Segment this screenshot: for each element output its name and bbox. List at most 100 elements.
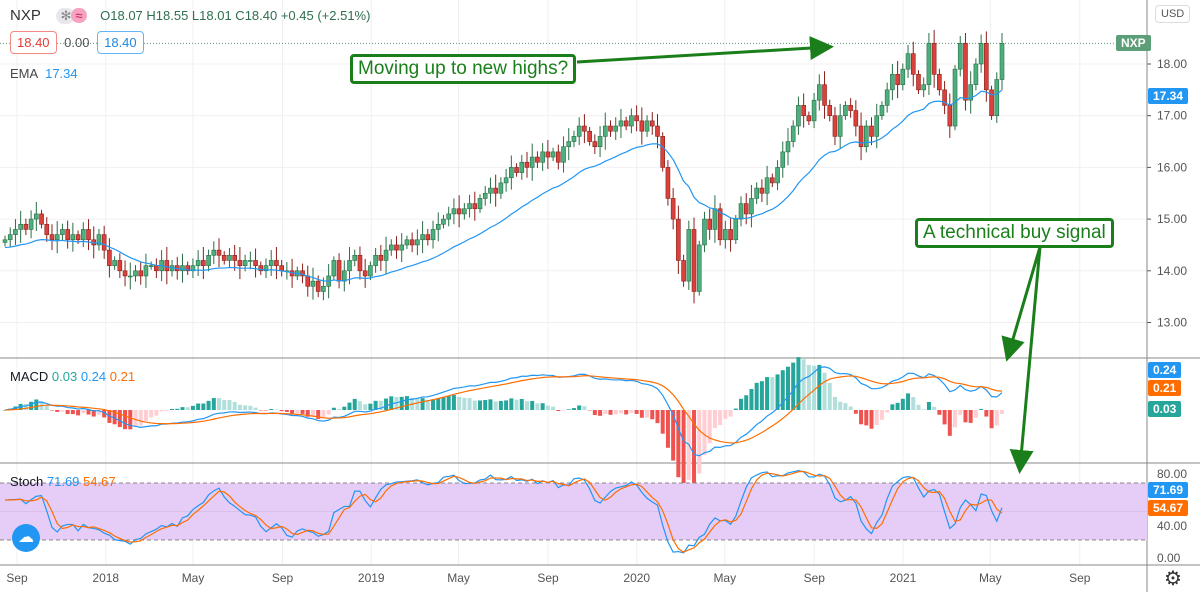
tradingview-logo-icon[interactable]: ☁ bbox=[12, 524, 40, 552]
candle-body bbox=[644, 120, 650, 132]
currency-label[interactable]: USD bbox=[1155, 5, 1191, 23]
macd-histogram-bar bbox=[848, 406, 853, 410]
macd-histogram-bar bbox=[598, 410, 603, 416]
candle-body bbox=[702, 218, 707, 246]
candle-body bbox=[138, 270, 144, 277]
symbol-tag: NXP bbox=[1116, 35, 1151, 51]
gear-icon[interactable]: ⚙ bbox=[1164, 568, 1182, 590]
macd-histogram-bar bbox=[117, 410, 122, 428]
macd-histogram-bar bbox=[806, 364, 811, 410]
macd-histogram-bar bbox=[488, 399, 493, 410]
candle-body bbox=[373, 254, 378, 266]
macd-histogram-bar bbox=[123, 410, 128, 430]
macd-histogram-bar bbox=[86, 410, 91, 415]
candle-body bbox=[634, 115, 639, 122]
macd-histogram-bar bbox=[582, 406, 587, 410]
stoch-d-line bbox=[4, 470, 1003, 553]
macd-histogram-bar bbox=[112, 410, 117, 425]
macd-histogram-bar bbox=[180, 407, 185, 410]
candle-body bbox=[321, 286, 326, 292]
asterisk-icon[interactable]: ✻ bbox=[56, 8, 76, 24]
candle-body bbox=[435, 223, 441, 230]
candle-body bbox=[822, 84, 827, 106]
macd-histogram-bar bbox=[363, 404, 368, 410]
macd-histogram-bar bbox=[384, 398, 389, 410]
candle-body bbox=[681, 260, 686, 282]
candle-body bbox=[472, 203, 478, 210]
time-tick-label: May bbox=[182, 571, 205, 585]
candle-body bbox=[874, 115, 880, 137]
macd-histogram-bar bbox=[681, 410, 686, 490]
macd-histogram-bar bbox=[96, 410, 101, 415]
annotation-new-highs[interactable]: Moving up to new highs? bbox=[350, 54, 577, 84]
candle-body bbox=[498, 182, 504, 194]
candle-body bbox=[879, 105, 885, 117]
macd-histogram-bar bbox=[921, 409, 926, 410]
candle-body bbox=[2, 239, 8, 243]
candle-body bbox=[107, 249, 112, 266]
macd-histogram-bar bbox=[973, 410, 978, 418]
candle-body bbox=[978, 43, 984, 65]
candle-body bbox=[221, 254, 227, 261]
candle-body bbox=[900, 68, 906, 85]
macd-histogram-bar bbox=[671, 410, 676, 461]
macd-histogram-bar bbox=[759, 381, 764, 410]
macd-histogram-bar bbox=[237, 404, 242, 410]
candle-body bbox=[352, 254, 358, 261]
macd-histogram-bar bbox=[472, 400, 477, 410]
candle-body bbox=[477, 198, 483, 210]
macd-histogram-bar bbox=[368, 403, 373, 410]
candle-body bbox=[728, 229, 733, 241]
macd-histogram-bar bbox=[154, 410, 159, 416]
macd-histogram-bar bbox=[655, 410, 660, 424]
macd-histogram-bar bbox=[420, 398, 425, 410]
time-tick-label: Sep bbox=[804, 571, 826, 585]
candle-body bbox=[201, 260, 206, 266]
candle-body bbox=[420, 234, 425, 241]
macd-histogram-bar bbox=[571, 408, 576, 410]
price-tick-label: 16.00 bbox=[1157, 160, 1187, 174]
time-tick-label: May bbox=[979, 571, 1002, 585]
wave-icon[interactable]: ≈ bbox=[71, 8, 87, 23]
price-tick-label: 14.00 bbox=[1157, 264, 1187, 278]
macd-histogram-bar bbox=[274, 409, 279, 410]
macd-histogram-bar bbox=[603, 410, 608, 414]
macd-histogram-bar bbox=[592, 410, 597, 416]
macd-histogram-bar bbox=[175, 408, 180, 410]
stoch-d-tag: 54.67 bbox=[1148, 500, 1189, 516]
candle-body bbox=[493, 187, 498, 194]
candle-body bbox=[707, 218, 712, 230]
candle-body bbox=[258, 265, 264, 272]
macd-histogram-bar bbox=[994, 410, 999, 426]
candle-body bbox=[248, 260, 253, 262]
macd-histogram-bar bbox=[514, 399, 519, 410]
candle-body bbox=[65, 229, 70, 241]
candle-body bbox=[143, 265, 149, 277]
macd-histogram-bar bbox=[733, 408, 738, 410]
candle-body bbox=[863, 125, 869, 148]
annotation-buy-signal[interactable]: A technical buy signal bbox=[915, 218, 1114, 248]
candle-body bbox=[895, 74, 900, 85]
macd-histogram-bar bbox=[1000, 410, 1004, 414]
macd-histogram-bar bbox=[561, 410, 566, 411]
sell-price-box[interactable]: 18.40 bbox=[10, 31, 57, 54]
macd-histogram-bar bbox=[44, 405, 49, 410]
macd-histogram-bar bbox=[493, 401, 498, 410]
macd-histogram-bar bbox=[942, 410, 947, 425]
macd-histogram-bar bbox=[357, 401, 362, 410]
macd-histogram-bar bbox=[222, 399, 227, 410]
macd-histogram-bar bbox=[822, 372, 827, 410]
macd-histogram-bar bbox=[170, 408, 175, 410]
candle-body bbox=[482, 192, 488, 199]
candle-body bbox=[623, 120, 629, 127]
candle-body bbox=[399, 244, 405, 251]
buy-price-box[interactable]: 18.40 bbox=[97, 31, 144, 54]
time-tick-label: 2018 bbox=[92, 571, 119, 585]
macd-histogram-bar bbox=[785, 366, 790, 410]
symbol-name[interactable]: NXP bbox=[10, 7, 41, 24]
macd-histogram-bar bbox=[498, 400, 503, 410]
candle-body bbox=[49, 234, 55, 241]
macd-histogram-bar bbox=[436, 398, 441, 410]
macd-histogram-bar bbox=[817, 364, 822, 410]
